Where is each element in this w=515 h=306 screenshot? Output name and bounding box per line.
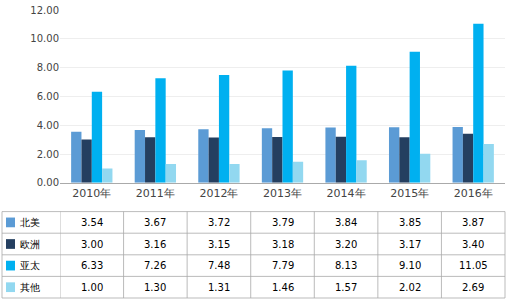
svg-text:2.02: 2.02: [399, 282, 421, 293]
svg-text:9.10: 9.10: [399, 260, 421, 271]
svg-text:3.40: 3.40: [462, 239, 484, 250]
svg-text:1.57: 1.57: [335, 282, 357, 293]
svg-text:2.00: 2.00: [37, 149, 59, 160]
svg-text:6.00: 6.00: [37, 91, 59, 102]
svg-text:7.48: 7.48: [208, 260, 230, 271]
svg-text:3.67: 3.67: [144, 217, 166, 228]
svg-text:欧洲: 欧洲: [20, 239, 40, 250]
svg-text:3.85: 3.85: [399, 217, 421, 228]
svg-text:3.54: 3.54: [81, 217, 103, 228]
svg-text:12.00: 12.00: [30, 5, 59, 16]
svg-text:3.79: 3.79: [272, 217, 294, 228]
svg-text:2012年: 2012年: [199, 187, 238, 200]
svg-text:3.18: 3.18: [272, 239, 294, 250]
svg-text:4.00: 4.00: [37, 120, 59, 131]
svg-text:3.00: 3.00: [81, 239, 103, 250]
svg-text:2014年: 2014年: [327, 187, 366, 200]
svg-text:2016年: 2016年: [454, 187, 493, 200]
svg-text:3.16: 3.16: [144, 239, 166, 250]
svg-text:1.31: 1.31: [208, 282, 230, 293]
svg-text:北美: 北美: [20, 217, 40, 228]
svg-text:8.13: 8.13: [335, 260, 357, 271]
svg-text:3.87: 3.87: [462, 217, 484, 228]
svg-text:1.46: 1.46: [272, 282, 294, 293]
svg-text:亚太: 亚太: [20, 260, 40, 271]
svg-text:3.17: 3.17: [399, 239, 421, 250]
svg-text:10.00: 10.00: [30, 33, 59, 44]
svg-text:7.79: 7.79: [272, 260, 294, 271]
svg-text:1.30: 1.30: [144, 282, 166, 293]
svg-text:3.84: 3.84: [335, 217, 357, 228]
svg-text:2013年: 2013年: [263, 187, 302, 200]
svg-text:8.00: 8.00: [37, 62, 59, 73]
svg-text:0.00: 0.00: [37, 177, 59, 188]
svg-text:11.05: 11.05: [459, 260, 488, 271]
svg-text:2.69: 2.69: [462, 282, 484, 293]
svg-text:3.72: 3.72: [208, 217, 230, 228]
svg-text:3.15: 3.15: [208, 239, 230, 250]
svg-text:其他: 其他: [20, 282, 40, 293]
svg-text:2015年: 2015年: [390, 187, 429, 200]
svg-text:7.26: 7.26: [144, 260, 166, 271]
svg-text:1.00: 1.00: [81, 282, 103, 293]
svg-text:2010年: 2010年: [72, 187, 111, 200]
svg-text:6.33: 6.33: [81, 260, 103, 271]
svg-text:3.20: 3.20: [335, 239, 357, 250]
svg-text:2011年: 2011年: [136, 187, 175, 200]
